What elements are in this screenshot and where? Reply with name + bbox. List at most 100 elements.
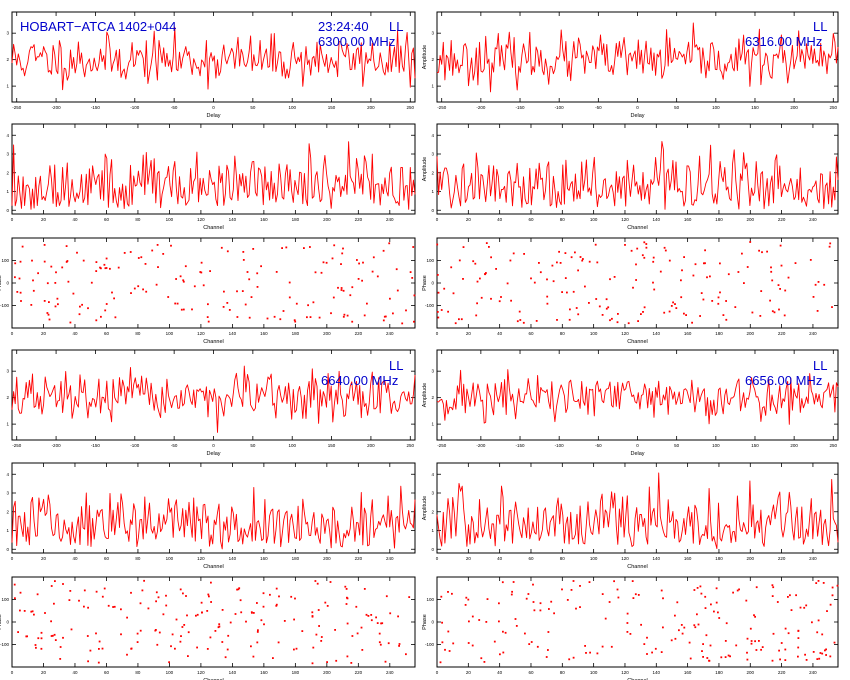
phase-point <box>816 658 819 660</box>
phase-point <box>325 261 328 264</box>
phase-point <box>384 315 387 318</box>
phase-point <box>483 661 486 663</box>
x-tick-label: -250 <box>12 105 22 110</box>
phase-point <box>361 279 363 282</box>
phase-point <box>388 242 391 245</box>
plot-frame <box>11 237 416 329</box>
phase-point <box>516 320 519 323</box>
x-tick-label: -100 <box>555 443 565 448</box>
phase-point <box>90 281 93 284</box>
phase-point <box>145 290 148 293</box>
phase-point <box>16 291 19 293</box>
phase-point <box>509 259 512 262</box>
phase-point <box>335 659 338 662</box>
phase-point <box>199 271 202 273</box>
phase-point <box>635 263 637 266</box>
phase-point <box>31 259 33 262</box>
phase-point <box>256 286 259 288</box>
series-line <box>11 365 416 433</box>
phase-point <box>263 623 265 626</box>
phase-point <box>704 262 706 265</box>
y-tick-label: 0 <box>431 547 434 552</box>
phase-point <box>663 246 666 249</box>
x-tick-label: 0 <box>636 443 639 448</box>
phase-point <box>652 281 654 284</box>
phase-point <box>361 649 364 651</box>
phase-point <box>48 301 50 303</box>
phase-point <box>200 601 203 604</box>
x-tick-label: 0 <box>11 556 14 561</box>
x-tick-label: 140 <box>653 331 661 336</box>
phase-point <box>467 598 470 601</box>
x-tick-label: 40 <box>72 217 78 222</box>
phase-point <box>736 589 739 592</box>
phase-point <box>719 262 721 265</box>
panel-phase-3: 0 20 40 60 80 100 120 140 160 180 200 220 240 -100 0 10… <box>0 576 416 680</box>
phase-point <box>643 241 646 244</box>
phase-point <box>282 310 285 312</box>
x-tick-label: 80 <box>135 556 141 561</box>
phase-point <box>702 298 705 301</box>
phase-point <box>175 278 177 280</box>
phase-point <box>692 274 695 277</box>
phase-point <box>558 250 560 253</box>
phase-point <box>685 314 687 316</box>
y-axis-label: Phase <box>422 275 428 291</box>
phase-point <box>104 267 107 270</box>
y-tick-label: 100 <box>426 597 434 602</box>
phase-point <box>207 320 210 323</box>
phase-point <box>490 297 492 300</box>
plot-frame <box>436 237 839 329</box>
phase-point <box>753 614 755 617</box>
phase-point <box>632 286 634 289</box>
x-tick-label: -150 <box>516 443 526 448</box>
phase-point <box>681 632 684 635</box>
phase-point <box>773 311 776 314</box>
y-tick-label: 3 <box>431 491 434 496</box>
phase-point <box>616 588 619 591</box>
phase-point <box>95 590 98 593</box>
x-tick-label: 160 <box>684 670 692 675</box>
phase-point <box>479 277 481 280</box>
x-tick-label: 20 <box>41 331 47 336</box>
panel-channel-4: 0 20 40 60 80 100 120 140 160 180 200 220 240 0 1 2 3 4 Ch… <box>422 462 839 570</box>
x-tick-label: 20 <box>41 670 47 675</box>
phase-point <box>760 290 763 292</box>
phase-point <box>805 659 808 661</box>
x-tick-label: 80 <box>560 556 566 561</box>
series-line <box>436 369 839 425</box>
phase-point <box>170 645 172 648</box>
x-tick-label: 180 <box>715 556 723 561</box>
phase-point <box>504 631 507 634</box>
phase-point <box>617 313 619 315</box>
phase-point <box>651 651 653 654</box>
phase-point <box>498 620 500 623</box>
phase-point <box>389 297 391 300</box>
phase-point <box>256 641 259 644</box>
phase-point <box>260 619 263 622</box>
x-tick-label: 200 <box>367 443 375 448</box>
x-tick-label: 140 <box>653 670 661 675</box>
phase-point <box>171 633 174 636</box>
phase-point <box>345 603 348 605</box>
phase-point <box>749 241 752 243</box>
phase-point <box>46 282 49 285</box>
phase-point <box>815 582 818 584</box>
phase-point <box>43 244 46 246</box>
x-axis-label: Channel <box>627 225 648 231</box>
phase-point <box>288 296 291 299</box>
phase-point <box>601 593 604 595</box>
y-tick-label: 100 <box>1 258 9 263</box>
phase-point <box>346 622 349 625</box>
phase-point <box>209 270 211 272</box>
phase-point <box>746 658 749 661</box>
phase-point <box>329 581 332 583</box>
phase-point <box>789 594 791 597</box>
phase-point <box>409 271 412 273</box>
phase-point <box>59 658 62 660</box>
phase-point <box>816 631 819 634</box>
phase-point <box>458 259 461 262</box>
phase-point <box>72 292 75 295</box>
phase-point <box>340 287 343 289</box>
phase-point <box>608 601 611 603</box>
